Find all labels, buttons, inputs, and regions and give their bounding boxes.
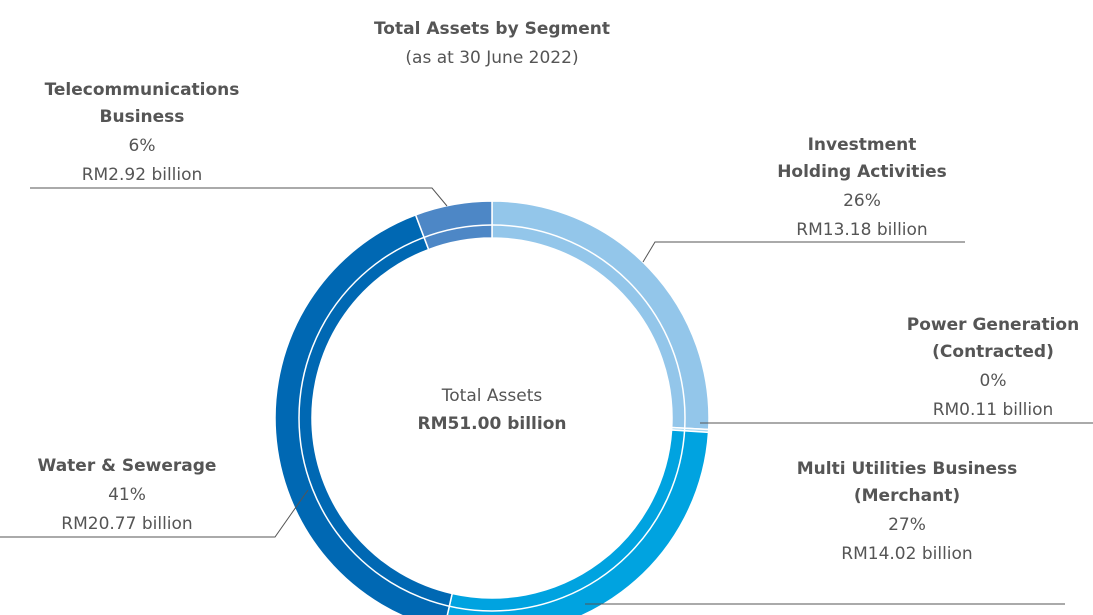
segment-label: (Merchant) — [854, 486, 960, 506]
percent-label: 0% — [980, 371, 1007, 391]
percent-label: 26% — [843, 191, 881, 211]
leader-line — [30, 187, 448, 207]
value-label: RM13.18 billion — [796, 220, 927, 240]
leader-line — [642, 241, 965, 263]
segment-label: (Contracted) — [932, 342, 1054, 362]
value-label: RM0.11 billion — [933, 400, 1054, 420]
segment-label: Business — [100, 107, 185, 127]
leader-line — [0, 489, 309, 538]
donut-segment — [446, 429, 710, 615]
value-label: RM14.02 billion — [841, 544, 972, 564]
percent-label: 27% — [888, 515, 926, 535]
segment-label: Water & Sewerage — [38, 456, 217, 476]
value-label: RM20.77 billion — [61, 514, 192, 534]
segment-label: Power Generation — [907, 315, 1079, 335]
center-label: Total Assets — [441, 386, 543, 406]
donut-segment — [414, 200, 493, 251]
rings — [274, 200, 710, 615]
percent-label: 6% — [129, 136, 156, 156]
chart-subtitle: (as at 30 June 2022) — [405, 48, 578, 68]
ring-divider — [298, 224, 686, 612]
chart-title: Total Assets by Segment — [374, 19, 610, 39]
value-label: RM2.92 billion — [82, 165, 203, 185]
segment-label: Telecommunications — [45, 80, 240, 100]
center-value: RM51.00 billion — [418, 414, 567, 434]
segment-label: Investment — [808, 135, 917, 155]
segment-label: Holding Activities — [777, 162, 947, 182]
segment-label: Multi Utilities Business — [797, 459, 1018, 479]
percent-label: 41% — [108, 485, 146, 505]
